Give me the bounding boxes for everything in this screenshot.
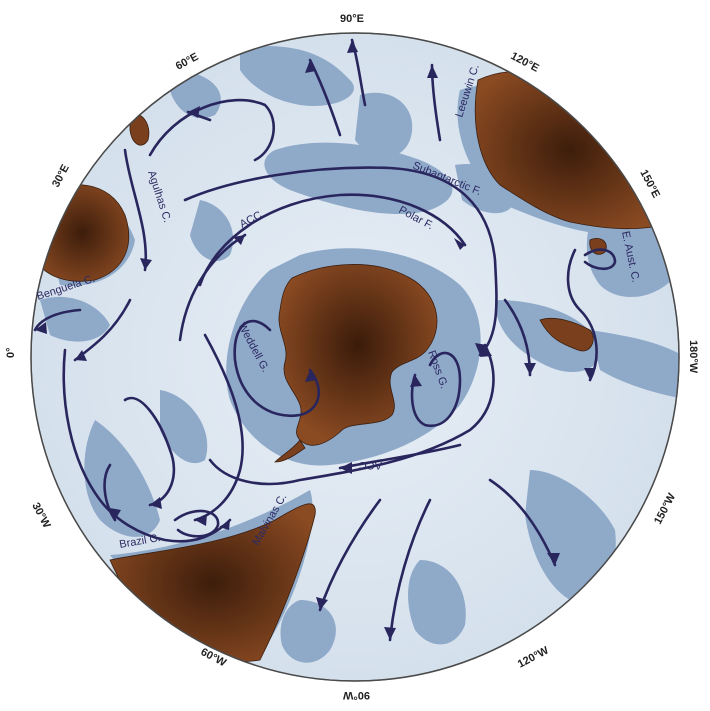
new-zealand [539, 317, 594, 352]
lon-150e: 150°E [637, 168, 662, 200]
lon-30w: 30°W [29, 501, 53, 531]
lon-180w: 180°W [687, 340, 699, 374]
lon-0: 0° [5, 347, 17, 358]
antarctic-peninsula [274, 439, 306, 463]
lon-90e: 90°E [340, 13, 364, 25]
label-acc-lower: ACC [359, 459, 382, 471]
africa [34, 184, 130, 282]
current-arrowheads [35, 40, 596, 640]
lon-90w: 90°W [342, 689, 370, 701]
map-rim [30, 32, 680, 682]
lon-30e: 30°E [50, 163, 72, 190]
lon-120e: 120°E [509, 50, 541, 75]
lon-60e: 60°E [174, 51, 201, 73]
lon-120w: 120°W [516, 644, 551, 670]
lon-150w: 150°W [652, 491, 678, 526]
landmasses [34, 70, 666, 662]
madagascar [129, 113, 150, 146]
